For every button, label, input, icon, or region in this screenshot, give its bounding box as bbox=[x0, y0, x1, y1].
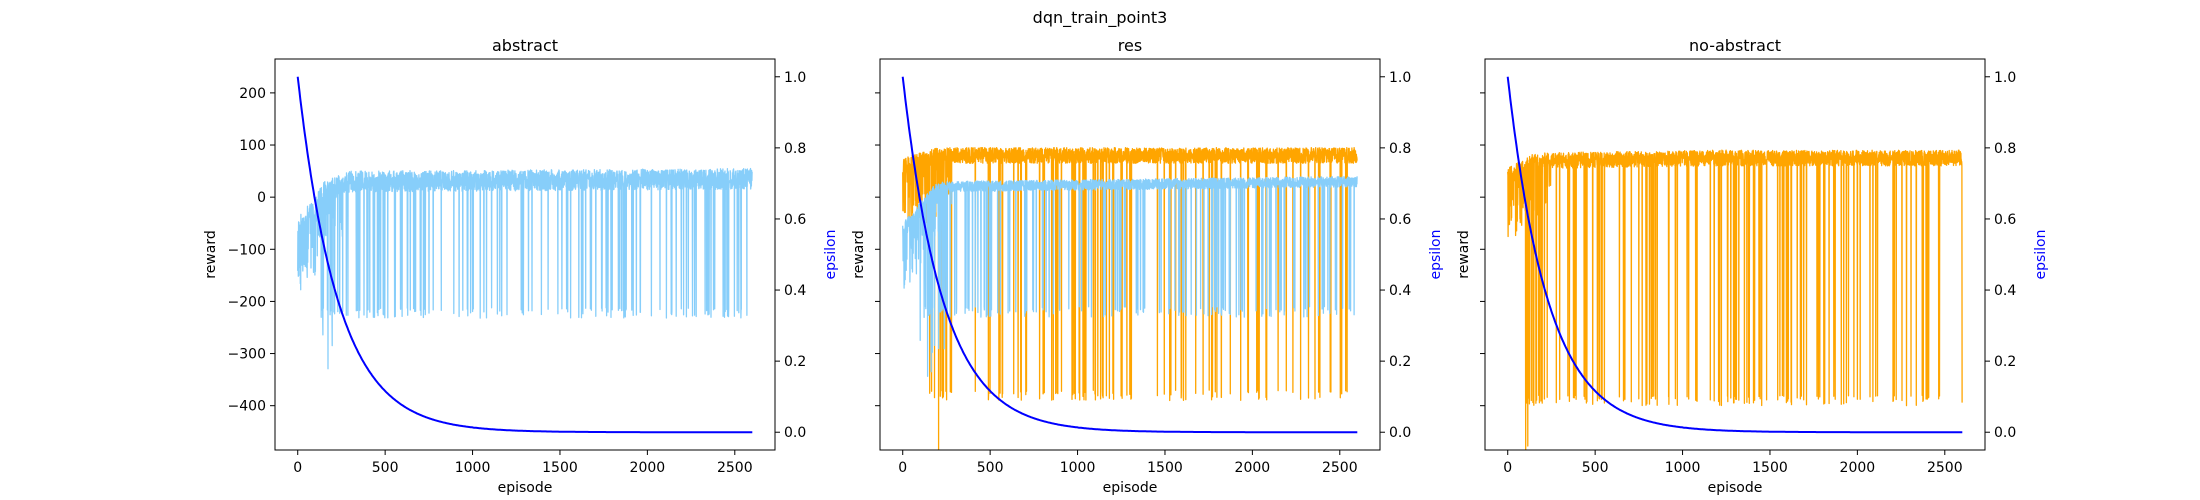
x-axis-label: episode bbox=[1103, 480, 1158, 496]
y2-tick-label: 0.2 bbox=[1389, 354, 1411, 370]
y2-tick-label: 0.0 bbox=[784, 425, 806, 441]
y2-tick-label: 0.8 bbox=[1389, 141, 1411, 157]
x-tick-label: 500 bbox=[1582, 460, 1609, 476]
x-axis-label: episode bbox=[498, 480, 553, 496]
y-tick-label: 0 bbox=[257, 190, 266, 206]
x-tick-label: 0 bbox=[1503, 460, 1512, 476]
reward-line bbox=[297, 167, 753, 370]
y2-tick-label: 1.0 bbox=[784, 70, 806, 86]
figure-title: dqn_train_point3 bbox=[1033, 8, 1168, 28]
y-tick-label: 100 bbox=[239, 138, 266, 154]
subplot-2: 0 500 1000 1500 2000 2500 0.0 0.2 0.4 0.6 0.8 1.0 no… bbox=[1456, 36, 2049, 496]
x-tick-label: 1500 bbox=[1147, 460, 1183, 476]
epsilon-line bbox=[1506, 76, 1963, 434]
x-tick-label: 2500 bbox=[1322, 460, 1358, 476]
x-tick-label: 1500 bbox=[542, 460, 578, 476]
plot-area bbox=[1506, 76, 1963, 450]
y2-tick-label: 0.6 bbox=[1994, 212, 2016, 228]
y-tick-label: −400 bbox=[228, 399, 266, 415]
subplot-title: abstract bbox=[492, 36, 558, 55]
y2-tick-label: 0.6 bbox=[784, 212, 806, 228]
y-tick-label: −100 bbox=[228, 242, 266, 258]
x-tick-label: 2500 bbox=[717, 460, 753, 476]
y-axis-label: reward bbox=[1456, 230, 1472, 279]
x-tick-label: 1000 bbox=[1060, 460, 1096, 476]
subplot-0: 0 500 1000 1500 2000 2500 −400 −300 −200 −100 0 100… bbox=[203, 36, 839, 496]
y2-tick-label: 0.4 bbox=[1994, 283, 2016, 299]
reward-line bbox=[902, 176, 1358, 377]
x-tick-label: 2000 bbox=[630, 460, 666, 476]
axes-frame bbox=[879, 58, 1381, 451]
y2-axis-label: epsilon bbox=[2033, 229, 2049, 279]
reward-line bbox=[1507, 149, 1963, 450]
subplot-title: res bbox=[1118, 36, 1142, 55]
plot-area bbox=[901, 76, 1358, 450]
y2-tick-label: 0.8 bbox=[1994, 141, 2016, 157]
plot-area bbox=[296, 76, 753, 434]
y-tick-label: −300 bbox=[228, 347, 266, 363]
x-tick-label: 500 bbox=[977, 460, 1004, 476]
y2-tick-label: 0.8 bbox=[784, 141, 806, 157]
y2-tick-label: 0.2 bbox=[1994, 354, 2016, 370]
subplot-1: 0 500 1000 1500 2000 2500 0.0 0.2 0.4 0.6 0.8 1.0 re… bbox=[851, 36, 1444, 496]
x-tick-label: 1500 bbox=[1752, 460, 1788, 476]
reward-line bbox=[902, 146, 1358, 450]
y2-tick-label: 0.6 bbox=[1389, 212, 1411, 228]
x-tick-label: 1000 bbox=[455, 460, 491, 476]
y2-tick-label: 0.4 bbox=[1389, 283, 1411, 299]
x-tick-label: 2000 bbox=[1840, 460, 1876, 476]
subplot-title: no-abstract bbox=[1689, 36, 1781, 55]
x-axis-label: episode bbox=[1708, 480, 1763, 496]
y2-tick-label: 1.0 bbox=[1389, 70, 1411, 86]
y2-tick-label: 0.4 bbox=[784, 283, 806, 299]
y-axis-label: reward bbox=[203, 230, 219, 279]
y2-tick-label: 0.0 bbox=[1389, 425, 1411, 441]
axes-frame bbox=[1484, 58, 1986, 451]
epsilon-line bbox=[296, 76, 753, 434]
x-tick-label: 1000 bbox=[1665, 460, 1701, 476]
y2-tick-label: 0.0 bbox=[1994, 425, 2016, 441]
y2-tick-label: 0.2 bbox=[784, 354, 806, 370]
y2-tick-label: 1.0 bbox=[1994, 70, 2016, 86]
y-axis-label: reward bbox=[851, 230, 867, 279]
x-tick-label: 0 bbox=[293, 460, 302, 476]
x-tick-label: 2500 bbox=[1927, 460, 1963, 476]
x-tick-label: 0 bbox=[898, 460, 907, 476]
x-tick-label: 2000 bbox=[1235, 460, 1271, 476]
x-tick-label: 500 bbox=[372, 460, 399, 476]
y-tick-label: 200 bbox=[239, 86, 266, 102]
y2-axis-label: epsilon bbox=[1428, 229, 1444, 279]
y2-axis-label: epsilon bbox=[823, 229, 839, 279]
axes-frame bbox=[274, 58, 776, 451]
y-tick-label: −200 bbox=[228, 294, 266, 310]
epsilon-line bbox=[901, 76, 1358, 434]
